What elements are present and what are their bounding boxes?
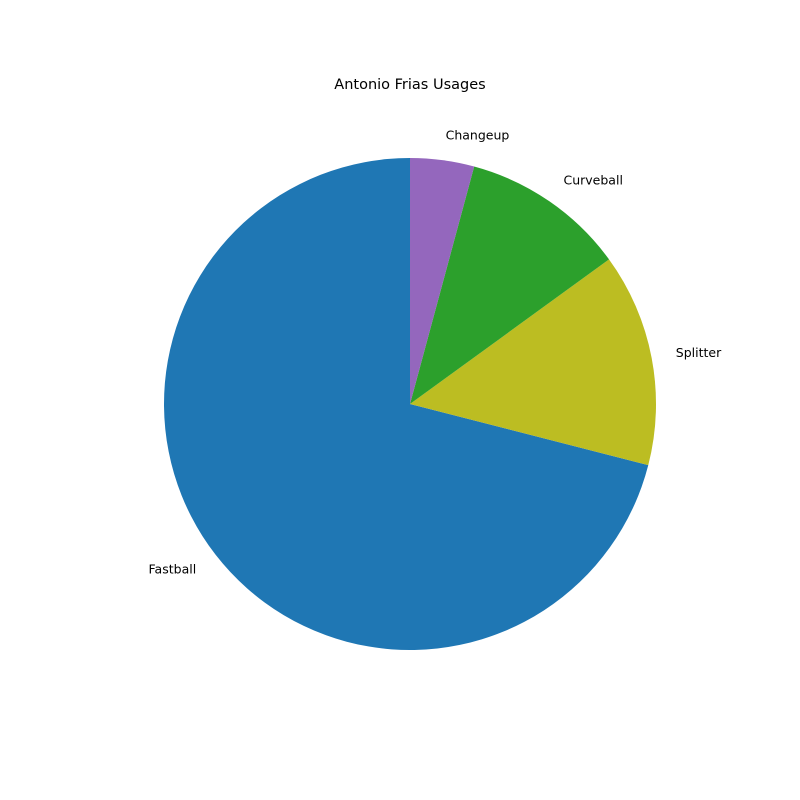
pie-slice-changeup xyxy=(410,158,475,404)
pie-label-splitter: Splitter xyxy=(676,345,722,360)
pie-slice-curveball xyxy=(410,166,610,404)
pie-slice-fastball xyxy=(164,158,649,651)
pie-slice-splitter xyxy=(410,259,656,466)
pie-labels: Fastball Splitter Curveball Changeup xyxy=(149,127,723,576)
pie-label-fastball: Fastball xyxy=(149,561,197,576)
pie-slices xyxy=(164,158,656,651)
pie-label-changeup: Changeup xyxy=(446,127,510,142)
chart-title: Antonio Frias Usages xyxy=(334,77,485,93)
pie-label-curveball: Curveball xyxy=(564,173,623,188)
